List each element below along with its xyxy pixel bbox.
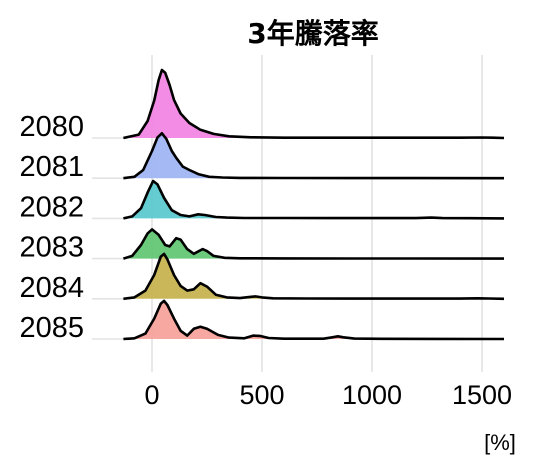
y-label-2084: 2084 [19, 272, 84, 304]
y-label-2085: 2085 [19, 312, 84, 344]
ridges [92, 68, 505, 341]
y-label-2081: 2081 [19, 151, 84, 183]
ridge-line-2083 [123, 228, 505, 260]
y-label-2083: 2083 [19, 232, 84, 264]
ridge-line-2084 [123, 252, 505, 301]
x-axis-tick-labels: 0 500 1000 1500 [144, 380, 512, 410]
ridge-line-2080 [123, 68, 505, 140]
ridge-area-2084 [123, 253, 505, 299]
ridge-area-2082 [123, 181, 505, 219]
x-tick-label-1500: 1500 [452, 380, 512, 410]
ridge-line-2081 [123, 132, 505, 180]
x-tick-label-1000: 1000 [342, 380, 402, 410]
y-label-2082: 2082 [19, 191, 84, 223]
ridge-line-2082 [123, 179, 505, 220]
x-tick-label-0: 0 [144, 380, 159, 410]
ridge-area-2085 [123, 300, 505, 339]
ridge-area-2083 [123, 229, 505, 259]
y-axis-labels: 2080 2081 2082 2083 2084 2085 [19, 111, 84, 344]
x-tick-label-500: 500 [239, 380, 284, 410]
x-unit-label: [%] [484, 430, 516, 455]
ridge-line-2085 [123, 299, 505, 341]
ridge-area-2081 [123, 133, 505, 179]
chart-title: 3年騰落率 [247, 17, 378, 50]
y-label-2080: 2080 [19, 111, 84, 143]
ridge-area-2080 [123, 70, 505, 138]
